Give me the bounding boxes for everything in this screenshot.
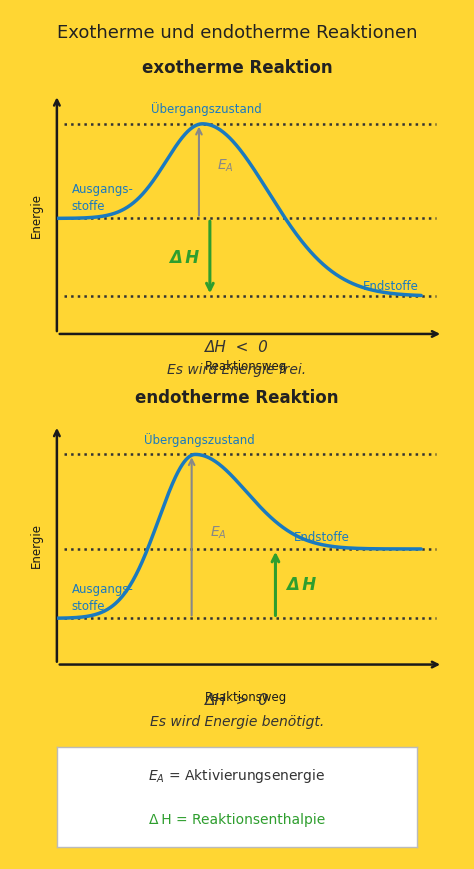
Text: Übergangszustand: Übergangszustand xyxy=(144,433,255,447)
Text: Δ H = Reaktionsenthalpie: Δ H = Reaktionsenthalpie xyxy=(149,813,325,826)
Text: ΔH  <  0: ΔH < 0 xyxy=(205,340,269,355)
Text: Es wird Energie benötigt.: Es wird Energie benötigt. xyxy=(150,714,324,728)
Text: Energie: Energie xyxy=(30,522,43,567)
Text: Reaktionsweg: Reaktionsweg xyxy=(205,690,287,703)
Text: Reaktionsweg: Reaktionsweg xyxy=(205,360,287,373)
Text: Endstoffe: Endstoffe xyxy=(363,280,419,293)
Text: $E_A$: $E_A$ xyxy=(217,157,234,174)
Text: $E_A$ = Aktivierungsenergie: $E_A$ = Aktivierungsenergie xyxy=(148,766,326,785)
Text: Exotherme und endotherme Reaktionen: Exotherme und endotherme Reaktionen xyxy=(57,24,417,43)
Text: Δ H: Δ H xyxy=(286,575,317,593)
Text: endotherme Reaktion: endotherme Reaktion xyxy=(135,388,339,407)
Text: Es wird Energie frei.: Es wird Energie frei. xyxy=(167,362,307,376)
Text: Energie: Energie xyxy=(30,192,43,237)
Text: exotherme Reaktion: exotherme Reaktion xyxy=(142,58,332,76)
Text: Ausgangs-
stoffe: Ausgangs- stoffe xyxy=(72,582,133,613)
Text: Ausgangs-
stoffe: Ausgangs- stoffe xyxy=(72,182,133,213)
Text: Endstoffe: Endstoffe xyxy=(294,530,349,543)
Text: Δ H: Δ H xyxy=(169,249,199,267)
Text: ΔH  >  0: ΔH > 0 xyxy=(205,692,269,707)
Text: Übergangszustand: Übergangszustand xyxy=(151,103,262,116)
Text: $E_A$: $E_A$ xyxy=(210,524,227,541)
